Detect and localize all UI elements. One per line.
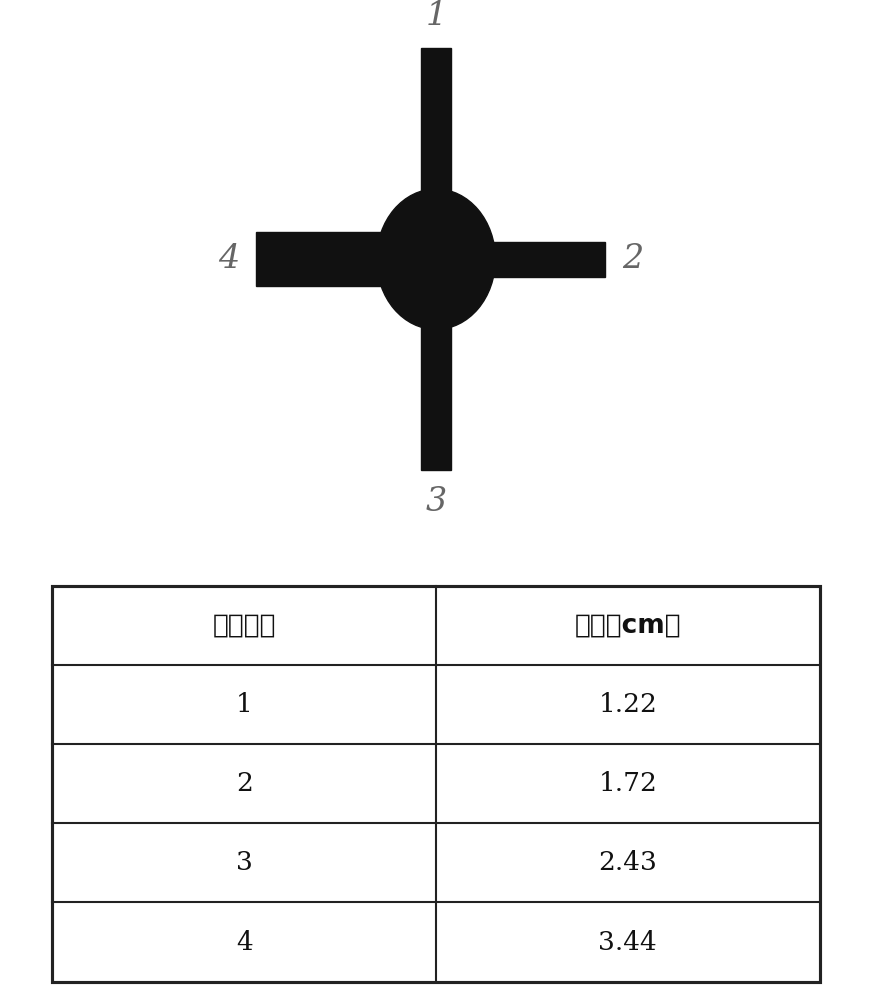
Text: 挡片编号: 挡片编号 (213, 613, 276, 639)
Bar (421, 319, 451, 470)
Text: 1.22: 1.22 (598, 692, 657, 717)
Text: 1.72: 1.72 (598, 771, 657, 796)
Bar (255, 232, 385, 286)
Text: 4: 4 (218, 243, 240, 275)
Text: 1: 1 (426, 0, 446, 32)
Ellipse shape (377, 189, 495, 329)
Text: 2.43: 2.43 (598, 850, 657, 875)
Bar (52, 586, 820, 982)
Text: 宽度（cm）: 宽度（cm） (575, 613, 681, 639)
Text: 4: 4 (235, 930, 253, 955)
Text: 1: 1 (235, 692, 253, 717)
Text: 3: 3 (235, 850, 253, 875)
Bar (421, 48, 451, 200)
Bar (487, 242, 605, 277)
Text: 3.44: 3.44 (598, 930, 657, 955)
Text: 3: 3 (426, 486, 446, 518)
Text: 2: 2 (622, 243, 643, 275)
Text: 2: 2 (235, 771, 253, 796)
